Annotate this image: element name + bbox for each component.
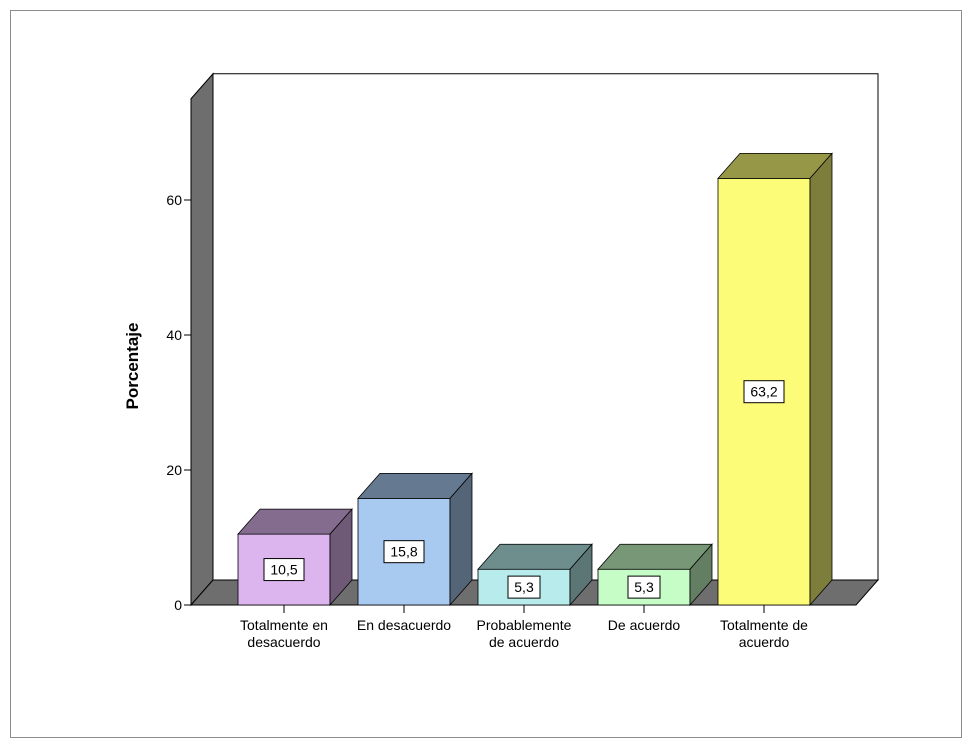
x-tick-label-line: Totalmente en — [240, 617, 328, 633]
x-tick-label: Totalmente de acuerdo — [720, 617, 808, 650]
data-label: 63,2 — [750, 384, 777, 400]
y-axis: 0 20 40 60 — [166, 192, 191, 613]
y-tick-label: 20 — [166, 462, 182, 478]
x-tick-label: Totalmente en desacuerdo — [240, 617, 328, 650]
left-wall — [191, 74, 213, 605]
bar-4: 5,3 De acuerdo — [598, 544, 712, 633]
bar-1: 10,5 Totalmente en desacuerdo — [238, 509, 352, 650]
x-tick-label-line: de acuerdo — [489, 634, 559, 650]
y-tick-label: 0 — [174, 597, 182, 613]
bar-chart: 0 20 40 60 Porcentaje 10,5 Totalmente en desacu… — [11, 11, 961, 737]
data-label: 10,5 — [270, 562, 297, 578]
y-axis-title: Porcentaje — [123, 323, 142, 410]
bar-3: 5,3 Probablemente de acuerdo — [477, 544, 592, 650]
data-label: 5,3 — [514, 579, 534, 595]
chart-frame: 0 20 40 60 Porcentaje 10,5 Totalmente en desacu… — [10, 10, 962, 738]
x-tick-label: De acuerdo — [608, 617, 681, 633]
bar-2: 15,8 En desacuerdo — [357, 473, 472, 633]
data-label: 5,3 — [634, 579, 654, 595]
x-tick-label-line: desacuerdo — [247, 634, 320, 650]
x-tick-label-line: De acuerdo — [608, 617, 681, 633]
x-tick-label: En desacuerdo — [357, 617, 451, 633]
x-tick-label-line: Probablemente — [477, 617, 572, 633]
data-label: 15,8 — [390, 544, 417, 560]
y-tick-label: 40 — [166, 327, 182, 343]
bar-side — [810, 153, 832, 605]
bar-5: 63,2 Totalmente de acuerdo — [718, 153, 832, 650]
y-tick-label: 60 — [166, 192, 182, 208]
x-tick-label-line: acuerdo — [739, 634, 790, 650]
x-tick-label-line: En desacuerdo — [357, 617, 451, 633]
x-tick-label: Probablemente de acuerdo — [477, 617, 572, 650]
x-tick-label-line: Totalmente de — [720, 617, 808, 633]
